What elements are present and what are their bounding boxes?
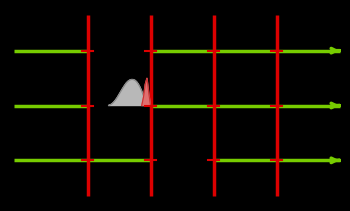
Polygon shape [108, 80, 147, 106]
Polygon shape [142, 78, 150, 106]
